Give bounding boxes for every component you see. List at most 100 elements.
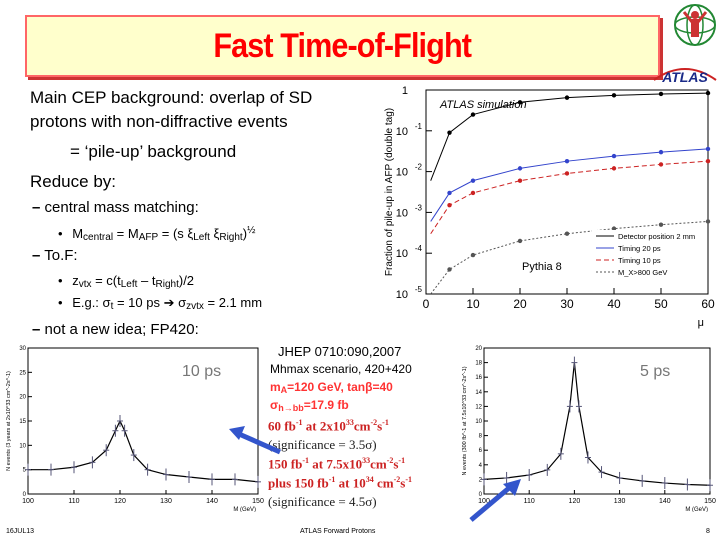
text-line-2: protons with non-diffractive events bbox=[30, 112, 288, 131]
formula-part: M bbox=[72, 226, 84, 241]
data-point bbox=[517, 178, 523, 183]
jhep-significance-2: (significance = 4.5σ) bbox=[268, 494, 377, 509]
lum-part: cm bbox=[373, 475, 394, 491]
series-line bbox=[430, 148, 709, 222]
x-tick-label: 10 bbox=[466, 297, 480, 311]
plot-annotation: ATLAS simulation bbox=[439, 99, 527, 111]
data-point bbox=[470, 252, 476, 258]
mass-spectrum-10ps-chart: 100 110 120 130 140 150 0 5 10 15 20 25 30 M (GeV) N e… bbox=[6, 346, 264, 512]
data-point bbox=[611, 153, 617, 159]
y-tick-label: 16 bbox=[475, 375, 482, 381]
y-tick-exponent: -2 bbox=[415, 163, 423, 172]
lum-sup: 34 bbox=[365, 475, 374, 484]
y-tick-label: 2 bbox=[479, 477, 483, 483]
data-point bbox=[470, 112, 476, 117]
formula-part: ξ bbox=[209, 226, 220, 241]
x-tick-label: 0 bbox=[423, 297, 430, 311]
lum-sup: -1 bbox=[295, 418, 303, 427]
formula-part: = M bbox=[113, 226, 139, 241]
jhep-luminosity-3: plus 150 fb-1 at 1034 cm-2s-1 bbox=[268, 475, 412, 491]
series-line bbox=[430, 92, 709, 181]
data-point bbox=[658, 222, 664, 227]
plot-annotation: 10 ps bbox=[182, 363, 221, 380]
plot-frame bbox=[483, 347, 711, 495]
footer-date: 16JUL13 bbox=[6, 528, 35, 535]
jhep-scenario: Mhmax scenario, 420+420 bbox=[270, 362, 412, 376]
sub-bullet-example: • E.g.: σt = 10 ps ➔ σzvtx = 2.1 mm bbox=[58, 294, 262, 316]
formula-part: z bbox=[72, 273, 79, 288]
y-tick-label: 12 bbox=[475, 404, 482, 410]
bullet-text: central mass matching: bbox=[44, 199, 199, 216]
y-tick-label: 10 bbox=[19, 443, 26, 449]
data-point bbox=[705, 146, 711, 152]
x-tick-label: 150 bbox=[704, 498, 716, 505]
y-axis-label: N events (300 fb^-1 at 7.5x10^33 cm^-2s^… bbox=[462, 366, 468, 475]
bullet-dot: • bbox=[58, 273, 63, 288]
y-tick-exponent: -3 bbox=[415, 203, 423, 212]
jhep-sigma-symbol: σ bbox=[270, 398, 279, 412]
arrow-left-icon bbox=[229, 426, 282, 455]
data-point bbox=[611, 226, 617, 231]
y-tick-label: 10 bbox=[396, 207, 408, 219]
legend-label: Timing 10 ps bbox=[618, 256, 661, 265]
data-point bbox=[470, 190, 476, 196]
pileup-fraction-chart: 0 10 20 30 40 50 60 10 -5 10 -4 10 -3 10 -2 10 -1 1 μ Fract… bbox=[384, 85, 715, 329]
x-tick-label: 130 bbox=[160, 498, 172, 505]
mass-spectrum-5ps-chart: 100 110 120 130 140 150 0 2 4 6 8 10 12 14 16 18 20 M (Ge… bbox=[462, 346, 716, 512]
lum-part: cm bbox=[370, 456, 387, 472]
series-line bbox=[430, 160, 709, 235]
data-point bbox=[564, 95, 570, 100]
lum-part: at 10 bbox=[335, 475, 366, 491]
y-tick-label: 10 bbox=[396, 289, 408, 301]
formula-sub: AFP bbox=[138, 232, 159, 243]
arrow-right-icon bbox=[469, 479, 521, 522]
formula-part: E.g.: σ bbox=[72, 295, 111, 310]
lum-sup: -2 bbox=[386, 456, 394, 465]
text-line-3: = ‘pile-up’ background bbox=[70, 142, 237, 161]
x-tick-label: 140 bbox=[206, 498, 218, 505]
lum-part: 150 fb bbox=[268, 456, 303, 472]
x-tick-label: 50 bbox=[654, 297, 668, 311]
jhep-annotation: JHEP 0710:090,2007 Mhmax scenario, 420+4… bbox=[262, 340, 458, 514]
lum-part: s bbox=[400, 475, 406, 491]
cern-logo-icon bbox=[674, 4, 716, 46]
data-point bbox=[447, 267, 452, 272]
atlas-logo-icon: ATLAS bbox=[653, 68, 717, 84]
formula-part: = c(t bbox=[91, 273, 121, 288]
formula-part: = 10 ps ➔ σ bbox=[113, 295, 187, 310]
data-point bbox=[705, 158, 711, 164]
x-axis-label: μ bbox=[698, 317, 704, 329]
x-tick-label: 140 bbox=[659, 498, 671, 505]
y-tick-label: 25 bbox=[19, 370, 26, 376]
y-tick-label: 10 bbox=[396, 126, 408, 138]
plot-annotation: 5 ps bbox=[640, 363, 670, 380]
x-tick-label: 60 bbox=[701, 297, 715, 311]
y-tick-label: 10 bbox=[475, 419, 482, 425]
y-axis-label: Fraction of pile-up in AFP (double tag) bbox=[384, 108, 395, 276]
lum-part: at 2x10 bbox=[302, 418, 346, 434]
lum-sup: -1 bbox=[328, 475, 336, 484]
y-tick-label: 5 bbox=[23, 468, 27, 474]
x-tick-label: 150 bbox=[252, 498, 264, 505]
sub-bullet-zvtx-formula: • zvtx = c(tLeft – tRight)/2 bbox=[58, 272, 194, 294]
y-tick-label: 15 bbox=[19, 419, 26, 425]
jhep-ma-sub: A bbox=[280, 385, 288, 395]
data-point bbox=[611, 166, 617, 171]
formula-part: – t bbox=[137, 273, 156, 288]
x-tick-label: 100 bbox=[478, 498, 490, 505]
y-tick-label: 0 bbox=[23, 492, 27, 498]
lum-part: s bbox=[393, 456, 399, 472]
x-tick-label: 40 bbox=[607, 297, 621, 311]
bullet-fp420: – not a new idea; FP420: bbox=[32, 320, 199, 340]
x-tick-label: 120 bbox=[569, 498, 581, 505]
x-tick-label: 100 bbox=[22, 498, 34, 505]
y-tick-label: 20 bbox=[19, 395, 26, 401]
y-tick-label: 8 bbox=[479, 434, 483, 440]
legend-label: Detector position 2 mm bbox=[618, 232, 695, 241]
jhep-sigma-rest: =17.9 fb bbox=[303, 398, 349, 412]
data-point bbox=[517, 166, 523, 171]
lum-part: cm bbox=[353, 418, 371, 434]
legend-box bbox=[592, 230, 706, 282]
data-point bbox=[564, 231, 570, 236]
data-point bbox=[658, 162, 664, 167]
